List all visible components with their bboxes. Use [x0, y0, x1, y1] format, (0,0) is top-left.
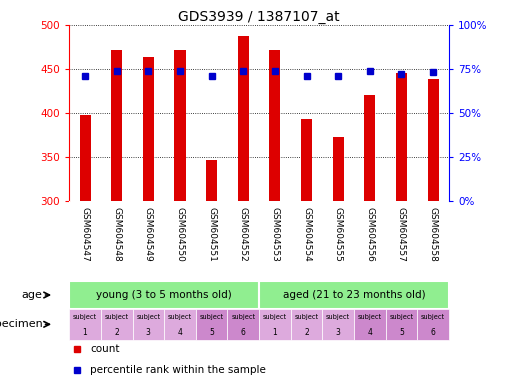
Text: subject: subject — [105, 313, 129, 319]
Text: GSM604549: GSM604549 — [144, 207, 153, 262]
Text: GSM604557: GSM604557 — [397, 207, 406, 262]
Text: GSM604548: GSM604548 — [112, 207, 121, 262]
Bar — [396, 73, 407, 201]
Bar — [269, 50, 281, 201]
Bar — [69, 281, 259, 309]
Text: age: age — [22, 290, 43, 300]
Bar — [164, 309, 196, 340]
Text: GSM604550: GSM604550 — [175, 207, 185, 262]
Bar — [101, 309, 132, 340]
Bar — [417, 309, 449, 340]
Text: subject: subject — [294, 313, 319, 319]
Text: 5: 5 — [399, 328, 404, 337]
Text: subject: subject — [263, 313, 287, 319]
Text: 5: 5 — [209, 328, 214, 337]
Text: GSM604552: GSM604552 — [239, 207, 248, 262]
Bar — [322, 309, 354, 340]
Bar — [427, 79, 439, 201]
Bar — [301, 119, 312, 201]
Text: 3: 3 — [336, 328, 341, 337]
Text: 1: 1 — [83, 328, 87, 337]
Text: GSM604547: GSM604547 — [81, 207, 90, 262]
Bar — [227, 309, 259, 340]
Bar — [80, 116, 91, 201]
Text: 4: 4 — [367, 328, 372, 337]
Text: 2: 2 — [304, 328, 309, 337]
Bar — [354, 309, 386, 340]
Text: 4: 4 — [177, 328, 183, 337]
Bar — [206, 160, 217, 201]
Bar — [259, 309, 291, 340]
Text: young (3 to 5 months old): young (3 to 5 months old) — [96, 290, 232, 300]
Text: specimen: specimen — [0, 319, 43, 329]
Text: subject: subject — [358, 313, 382, 319]
Bar — [111, 50, 122, 201]
Text: GSM604551: GSM604551 — [207, 207, 216, 262]
Text: 6: 6 — [241, 328, 246, 337]
Text: 1: 1 — [272, 328, 277, 337]
Bar — [332, 137, 344, 201]
Bar — [291, 309, 322, 340]
Text: 6: 6 — [430, 328, 436, 337]
Text: percentile rank within the sample: percentile rank within the sample — [90, 365, 266, 375]
Text: 3: 3 — [146, 328, 151, 337]
Text: subject: subject — [168, 313, 192, 319]
Text: subject: subject — [136, 313, 161, 319]
Text: 2: 2 — [114, 328, 119, 337]
Bar — [238, 36, 249, 201]
Bar — [364, 95, 376, 201]
Bar — [386, 309, 417, 340]
Title: GDS3939 / 1387107_at: GDS3939 / 1387107_at — [178, 10, 340, 24]
Text: GSM604553: GSM604553 — [270, 207, 280, 262]
Text: subject: subject — [389, 313, 413, 319]
Bar — [174, 50, 186, 201]
Bar — [132, 309, 164, 340]
Bar — [259, 281, 449, 309]
Text: subject: subject — [200, 313, 224, 319]
Text: subject: subject — [421, 313, 445, 319]
Text: subject: subject — [73, 313, 97, 319]
Text: GSM604558: GSM604558 — [428, 207, 438, 262]
Bar — [69, 309, 101, 340]
Text: aged (21 to 23 months old): aged (21 to 23 months old) — [283, 290, 425, 300]
Bar — [143, 56, 154, 201]
Text: GSM604555: GSM604555 — [333, 207, 343, 262]
Text: count: count — [90, 344, 120, 354]
Text: GSM604554: GSM604554 — [302, 207, 311, 262]
Bar — [196, 309, 227, 340]
Text: subject: subject — [231, 313, 255, 319]
Text: subject: subject — [326, 313, 350, 319]
Text: GSM604556: GSM604556 — [365, 207, 374, 262]
